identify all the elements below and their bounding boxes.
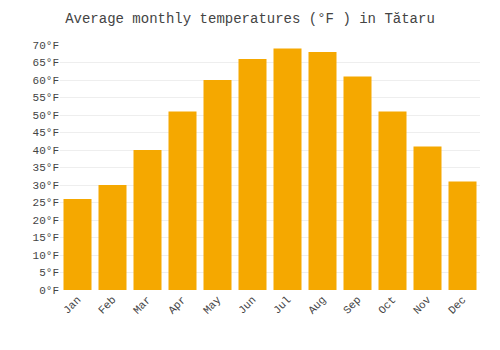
svg-text:Mar: Mar: [131, 294, 153, 316]
svg-text:Aug: Aug: [306, 294, 328, 316]
svg-text:Nov: Nov: [411, 294, 434, 317]
svg-text:Feb: Feb: [96, 294, 118, 316]
svg-text:45°F: 45°F: [33, 127, 59, 139]
svg-text:Average monthly temperatures (: Average monthly temperatures (°F ) in Tă…: [65, 11, 435, 27]
svg-text:40°F: 40°F: [33, 145, 59, 157]
svg-text:Jun: Jun: [236, 294, 258, 316]
svg-text:65°F: 65°F: [33, 57, 59, 69]
svg-text:Dec: Dec: [446, 294, 468, 316]
svg-text:50°F: 50°F: [33, 110, 59, 122]
svg-text:55°F: 55°F: [33, 92, 59, 104]
svg-text:Jan: Jan: [61, 294, 83, 316]
svg-text:May: May: [201, 294, 224, 317]
svg-text:0°F: 0°F: [39, 285, 59, 297]
svg-text:70°F: 70°F: [33, 40, 59, 52]
svg-text:35°F: 35°F: [33, 162, 59, 174]
svg-text:25°F: 25°F: [33, 197, 59, 209]
svg-text:60°F: 60°F: [33, 75, 59, 87]
svg-text:30°F: 30°F: [33, 180, 59, 192]
svg-text:Oct: Oct: [376, 294, 398, 316]
svg-text:20°F: 20°F: [33, 215, 59, 227]
svg-text:15°F: 15°F: [33, 232, 59, 244]
svg-text:Apr: Apr: [166, 294, 188, 316]
svg-text:Jul: Jul: [271, 294, 293, 316]
svg-text:Sep: Sep: [341, 294, 363, 316]
svg-text:10°F: 10°F: [33, 250, 59, 262]
svg-text:5°F: 5°F: [39, 267, 59, 279]
